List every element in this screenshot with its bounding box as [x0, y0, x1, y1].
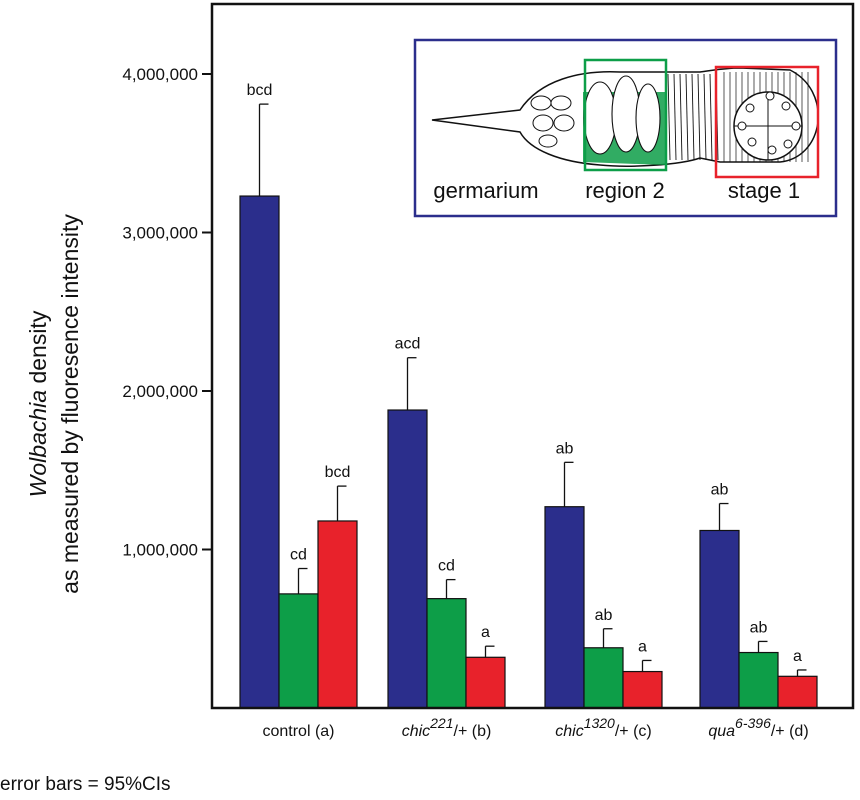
follicle-stripe — [703, 73, 707, 161]
y-axis-title-line1: Wolbachia density — [25, 310, 51, 497]
germline-cell — [530, 95, 552, 111]
cyst-cell — [583, 81, 617, 155]
bar — [544, 506, 585, 709]
nurse-cell-nucleus — [791, 121, 801, 131]
bars: bcd acd ab ab cd cd ab ab bcd a a a — [239, 82, 818, 709]
bar — [387, 409, 428, 709]
significance-label: a — [638, 638, 647, 655]
significance-label: ab — [711, 482, 729, 499]
significance-label: a — [481, 624, 490, 641]
follicle-stripe — [673, 73, 677, 161]
bar — [426, 598, 467, 709]
bar — [465, 656, 506, 709]
significance-label: ab — [556, 440, 574, 457]
y-axis: 1,000,000 2,000,000 3,000,000 4,000,000 — [122, 65, 212, 560]
germline-cell — [553, 114, 575, 132]
y-axis-title-line2: as measured by fluoresence intensity — [57, 214, 83, 594]
y-tick-label: 1,000,000 — [122, 541, 198, 560]
bar — [699, 529, 740, 709]
nurse-cell-nucleus — [745, 103, 755, 113]
germline-cell — [532, 114, 554, 132]
significance-label: cd — [438, 558, 455, 575]
bar — [622, 670, 663, 709]
follicle-stripe — [679, 73, 683, 161]
y-tick-label: 2,000,000 — [122, 382, 198, 401]
plot-frame — [210, 2, 855, 710]
y-tick-label: 3,000,000 — [122, 224, 198, 243]
inset-label: stage 1 — [728, 178, 800, 203]
follicle-stripe — [667, 73, 671, 161]
inset-label: germarium — [433, 178, 538, 203]
cyst-cell — [635, 83, 661, 153]
follicle-stripe — [691, 73, 695, 161]
y-axis-title-rest: density — [25, 310, 51, 390]
category-label: qua6-396/+ (d) — [708, 715, 808, 740]
bar — [278, 593, 319, 709]
y-axis-title-italic: Wolbachia — [25, 390, 51, 497]
stage1-box — [714, 65, 820, 179]
nurse-cell-nucleus — [765, 91, 775, 101]
ovary-inset: germarium region 2 stage 1 — [413, 38, 838, 218]
follicle-stripe — [697, 73, 701, 161]
significance-label: acd — [395, 336, 421, 353]
region2-box — [583, 58, 668, 172]
germline-cell — [538, 134, 558, 148]
category-labels: control (a) chic221/+ (b) chic1320/+ (c) qu… — [262, 715, 808, 740]
category-label: control (a) — [262, 723, 334, 740]
nurse-cell-nucleus — [767, 145, 777, 155]
significance-label: ab — [750, 619, 768, 636]
follicle-stripe — [685, 73, 689, 161]
y-tick-label: 4,000,000 — [122, 65, 198, 84]
y-axis-title: Wolbachia density as measured by fluores… — [25, 214, 83, 594]
category-label: chic221/+ (b) — [402, 715, 492, 740]
significance-label: bcd — [247, 82, 273, 99]
bar — [239, 195, 280, 709]
category-label: chic1320/+ (c) — [555, 715, 652, 740]
significance-label: ab — [595, 607, 613, 624]
bar — [317, 520, 358, 709]
significance-label: bcd — [325, 464, 351, 481]
inset-label: region 2 — [585, 178, 665, 203]
significance-label: a — [793, 648, 802, 665]
nurse-cell-nucleus — [781, 101, 791, 111]
germline-cell — [550, 95, 572, 111]
bar — [583, 647, 624, 709]
bar — [777, 675, 818, 709]
bar — [738, 651, 779, 709]
footnote: error bars = 95%CIs — [0, 774, 171, 795]
follicle-stripe — [709, 73, 713, 161]
significance-label: cd — [290, 547, 307, 564]
nurse-cell-nucleus — [747, 137, 757, 147]
nurse-cell-nucleus — [783, 139, 793, 149]
nurse-cell-nucleus — [737, 121, 747, 131]
